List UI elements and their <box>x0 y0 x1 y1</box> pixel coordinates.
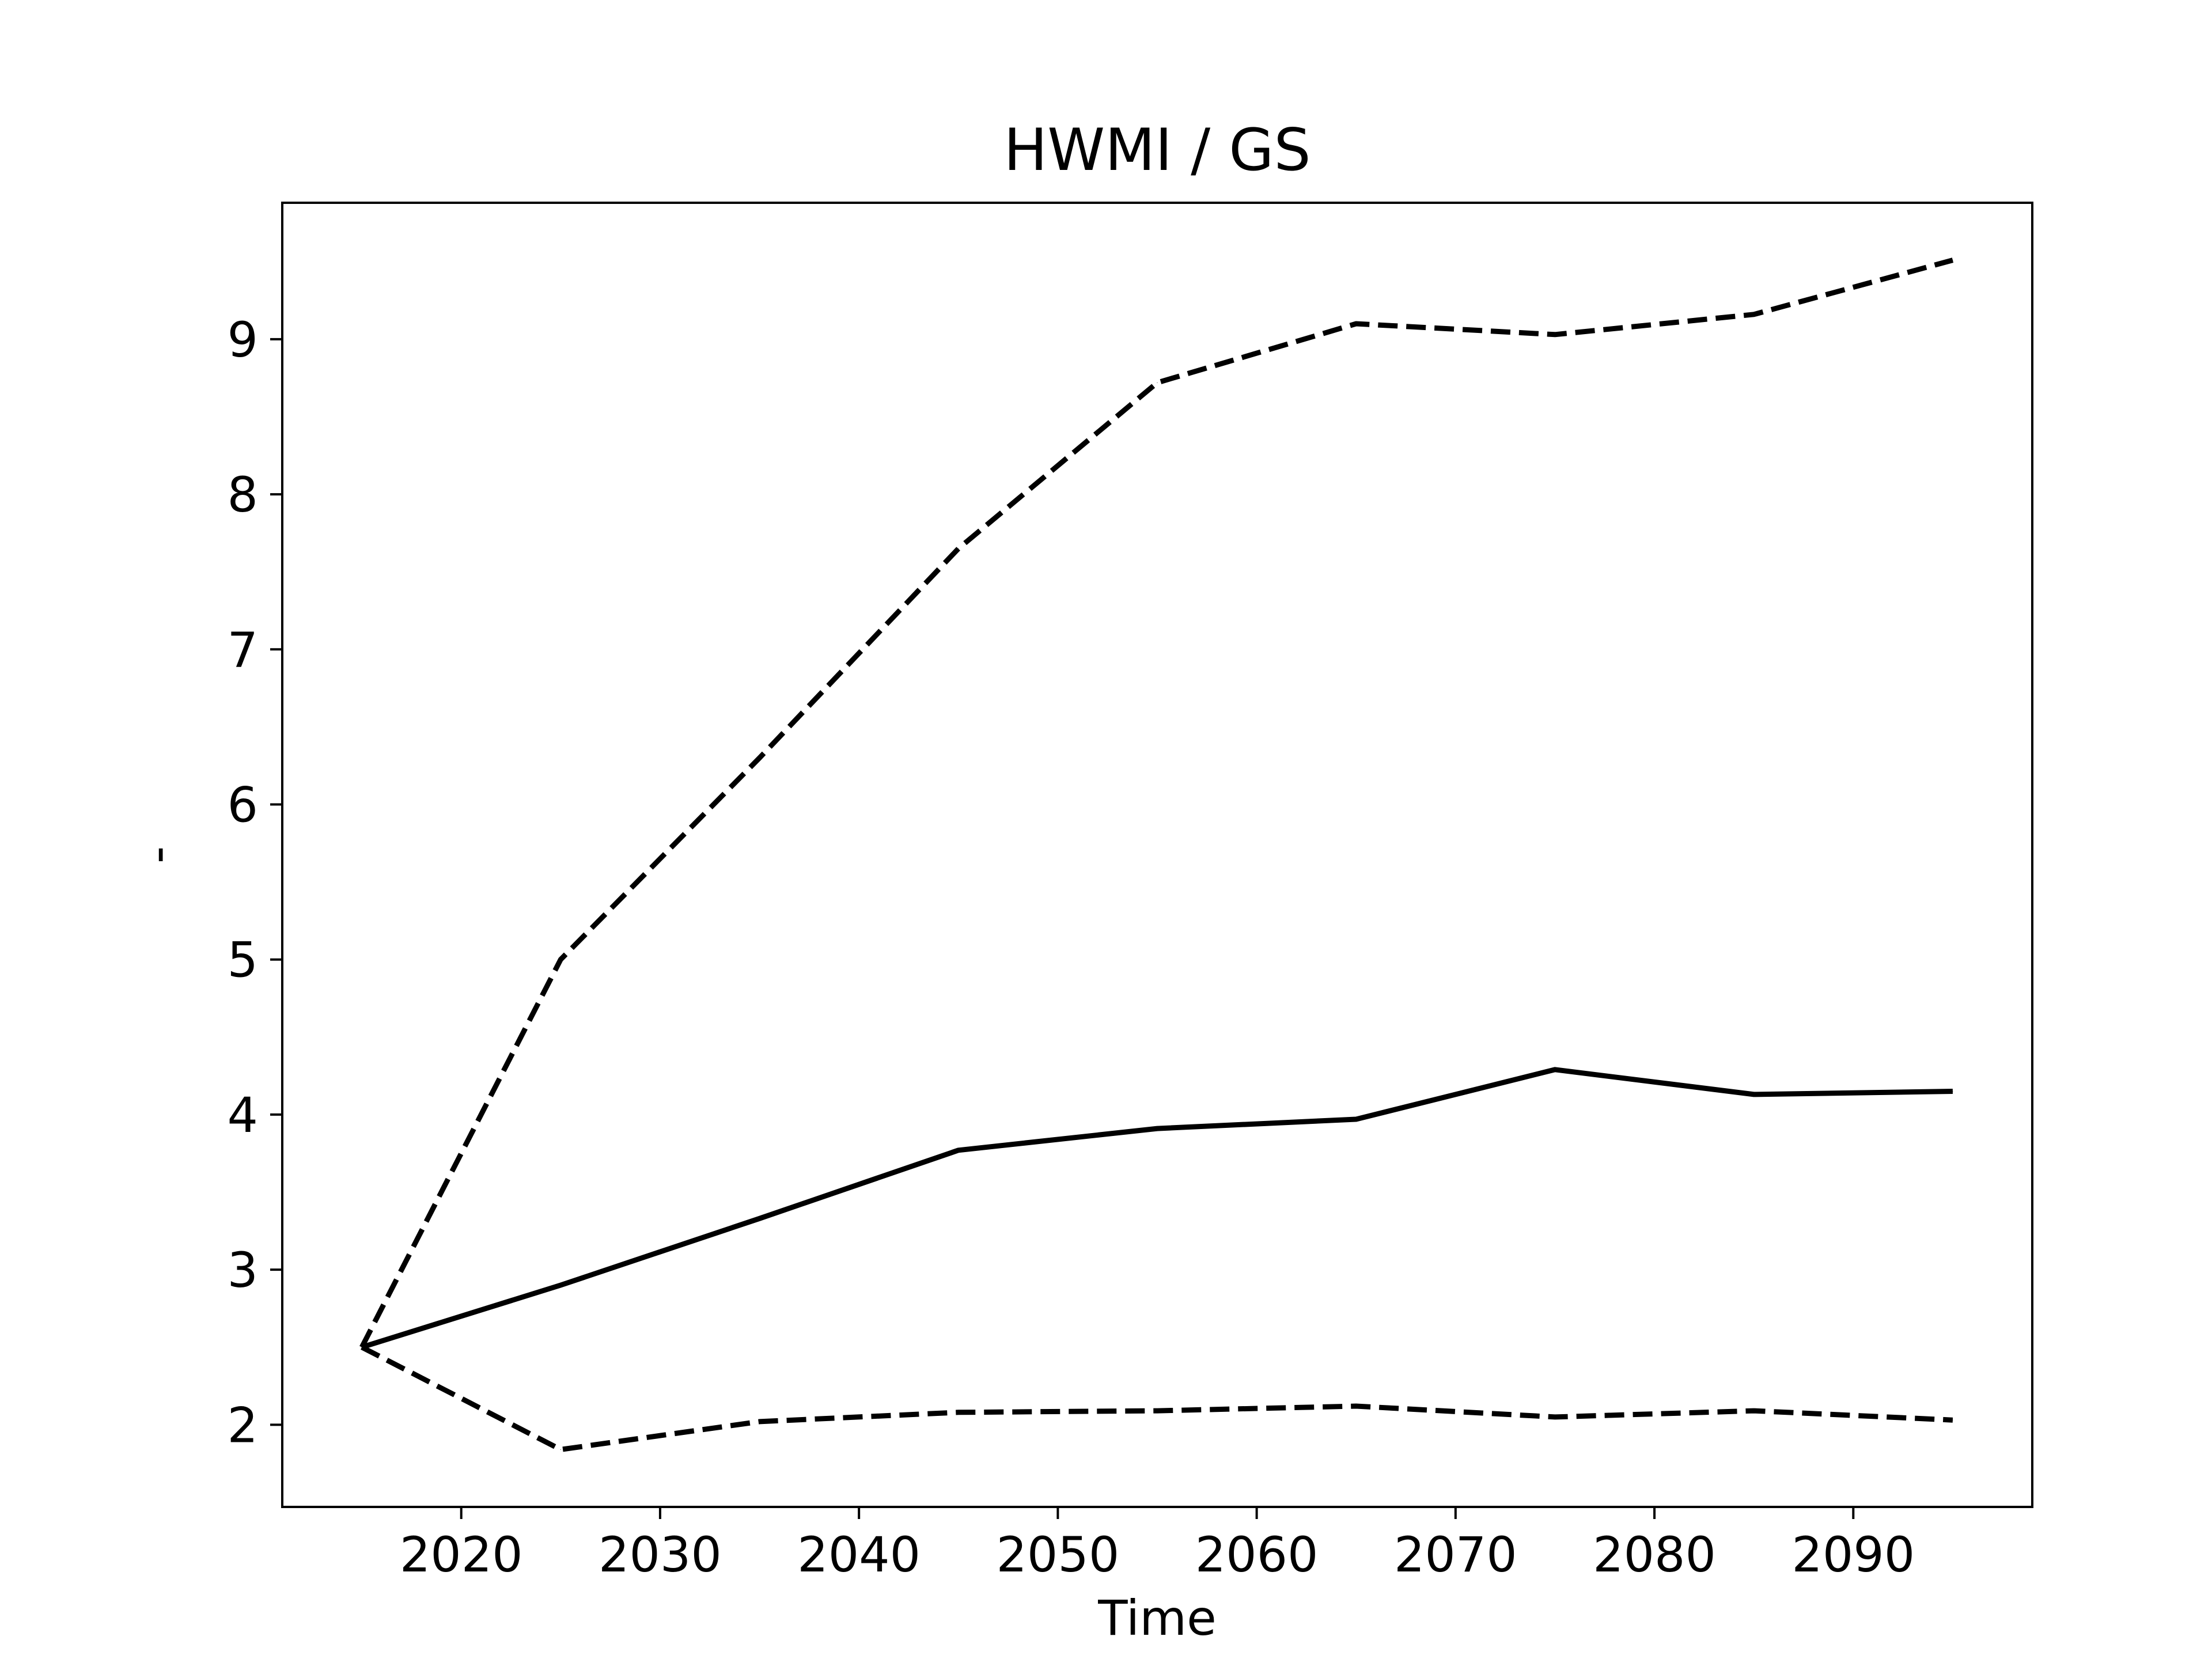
y-tick-label: 3 <box>228 1242 258 1298</box>
series-1-point <box>759 1218 760 1219</box>
y-tick-label: 9 <box>228 312 258 368</box>
series-1-point <box>1952 1091 1953 1092</box>
series-1-point <box>1157 1128 1158 1129</box>
series-3-point <box>1952 1419 1953 1421</box>
x-tick-label: 2040 <box>797 1527 921 1583</box>
y-axis: 2 3 4 5 6 7 8 9 <box>228 312 282 1453</box>
x-axis: 2020 2030 2040 2050 2060 2070 2080 2090 <box>400 1507 1915 1583</box>
series-layer <box>359 257 1954 1452</box>
y-tick-label: 2 <box>228 1397 258 1453</box>
series-1-point <box>560 1285 561 1286</box>
x-tick-label: 2070 <box>1394 1527 1517 1583</box>
series-3-point <box>759 1421 760 1422</box>
chart-title: HWMI / GS <box>1003 116 1310 184</box>
series-3-point <box>1355 1406 1357 1407</box>
y-tick-label: 6 <box>228 777 258 834</box>
x-tick-label: 2030 <box>599 1527 722 1583</box>
plot-area <box>281 202 2033 1508</box>
series-2-point <box>1157 382 1158 383</box>
x-tick-label: 2080 <box>1593 1527 1716 1583</box>
y-tick-label: 5 <box>228 932 258 988</box>
plot-frame <box>281 202 2033 1508</box>
y-tick-label: 7 <box>228 622 258 678</box>
series-2-point <box>560 959 561 960</box>
x-tick-label: 2050 <box>996 1527 1119 1583</box>
series-2-point <box>759 757 760 759</box>
x-tick-label: 2060 <box>1195 1527 1319 1583</box>
x-tick-label: 2090 <box>1791 1527 1915 1583</box>
series-2-point <box>958 548 959 549</box>
y-axis-label: - <box>129 846 185 863</box>
series-3-point <box>560 1449 561 1450</box>
series-2-point <box>1355 323 1357 324</box>
series-2-point <box>1753 314 1755 315</box>
y-tick-label: 4 <box>228 1087 258 1143</box>
x-tick-label: 2020 <box>400 1527 523 1583</box>
x-axis-label: Time <box>1097 1590 1217 1646</box>
y-tick-label: 8 <box>228 467 258 523</box>
